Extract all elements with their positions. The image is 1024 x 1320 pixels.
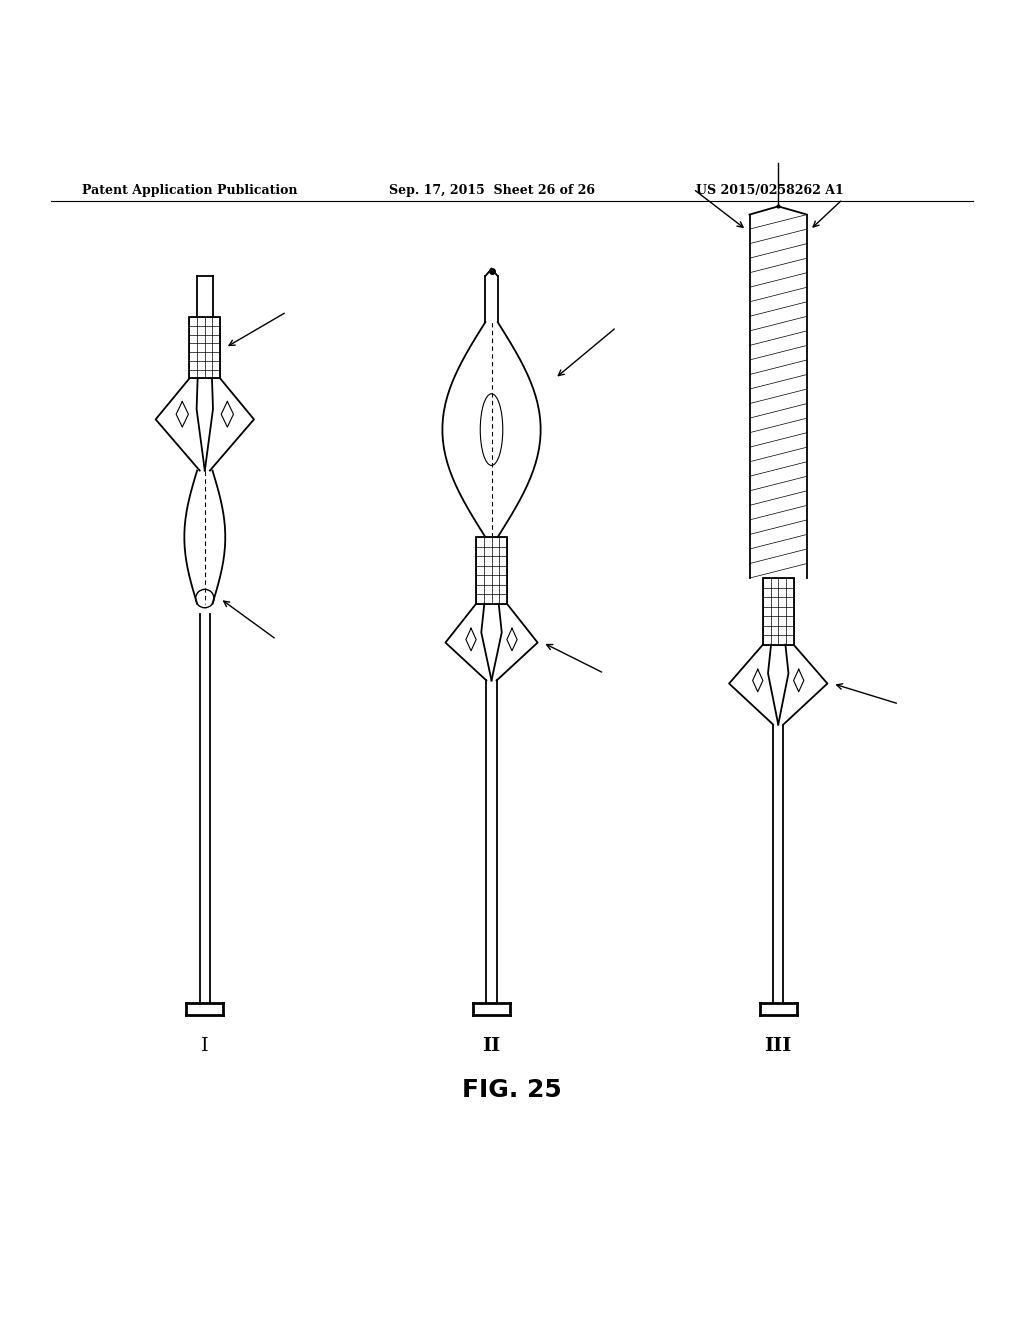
Text: I: I bbox=[201, 1036, 209, 1055]
Text: US 2015/0258262 A1: US 2015/0258262 A1 bbox=[696, 183, 844, 197]
Text: Patent Application Publication: Patent Application Publication bbox=[82, 183, 297, 197]
Text: III: III bbox=[765, 1036, 792, 1055]
Bar bbox=[763, 578, 794, 644]
Text: FIG. 25: FIG. 25 bbox=[462, 1078, 562, 1102]
Text: II: II bbox=[482, 1036, 501, 1055]
Text: Sep. 17, 2015  Sheet 26 of 26: Sep. 17, 2015 Sheet 26 of 26 bbox=[389, 183, 595, 197]
Bar bbox=[189, 317, 220, 379]
Bar bbox=[476, 537, 507, 603]
